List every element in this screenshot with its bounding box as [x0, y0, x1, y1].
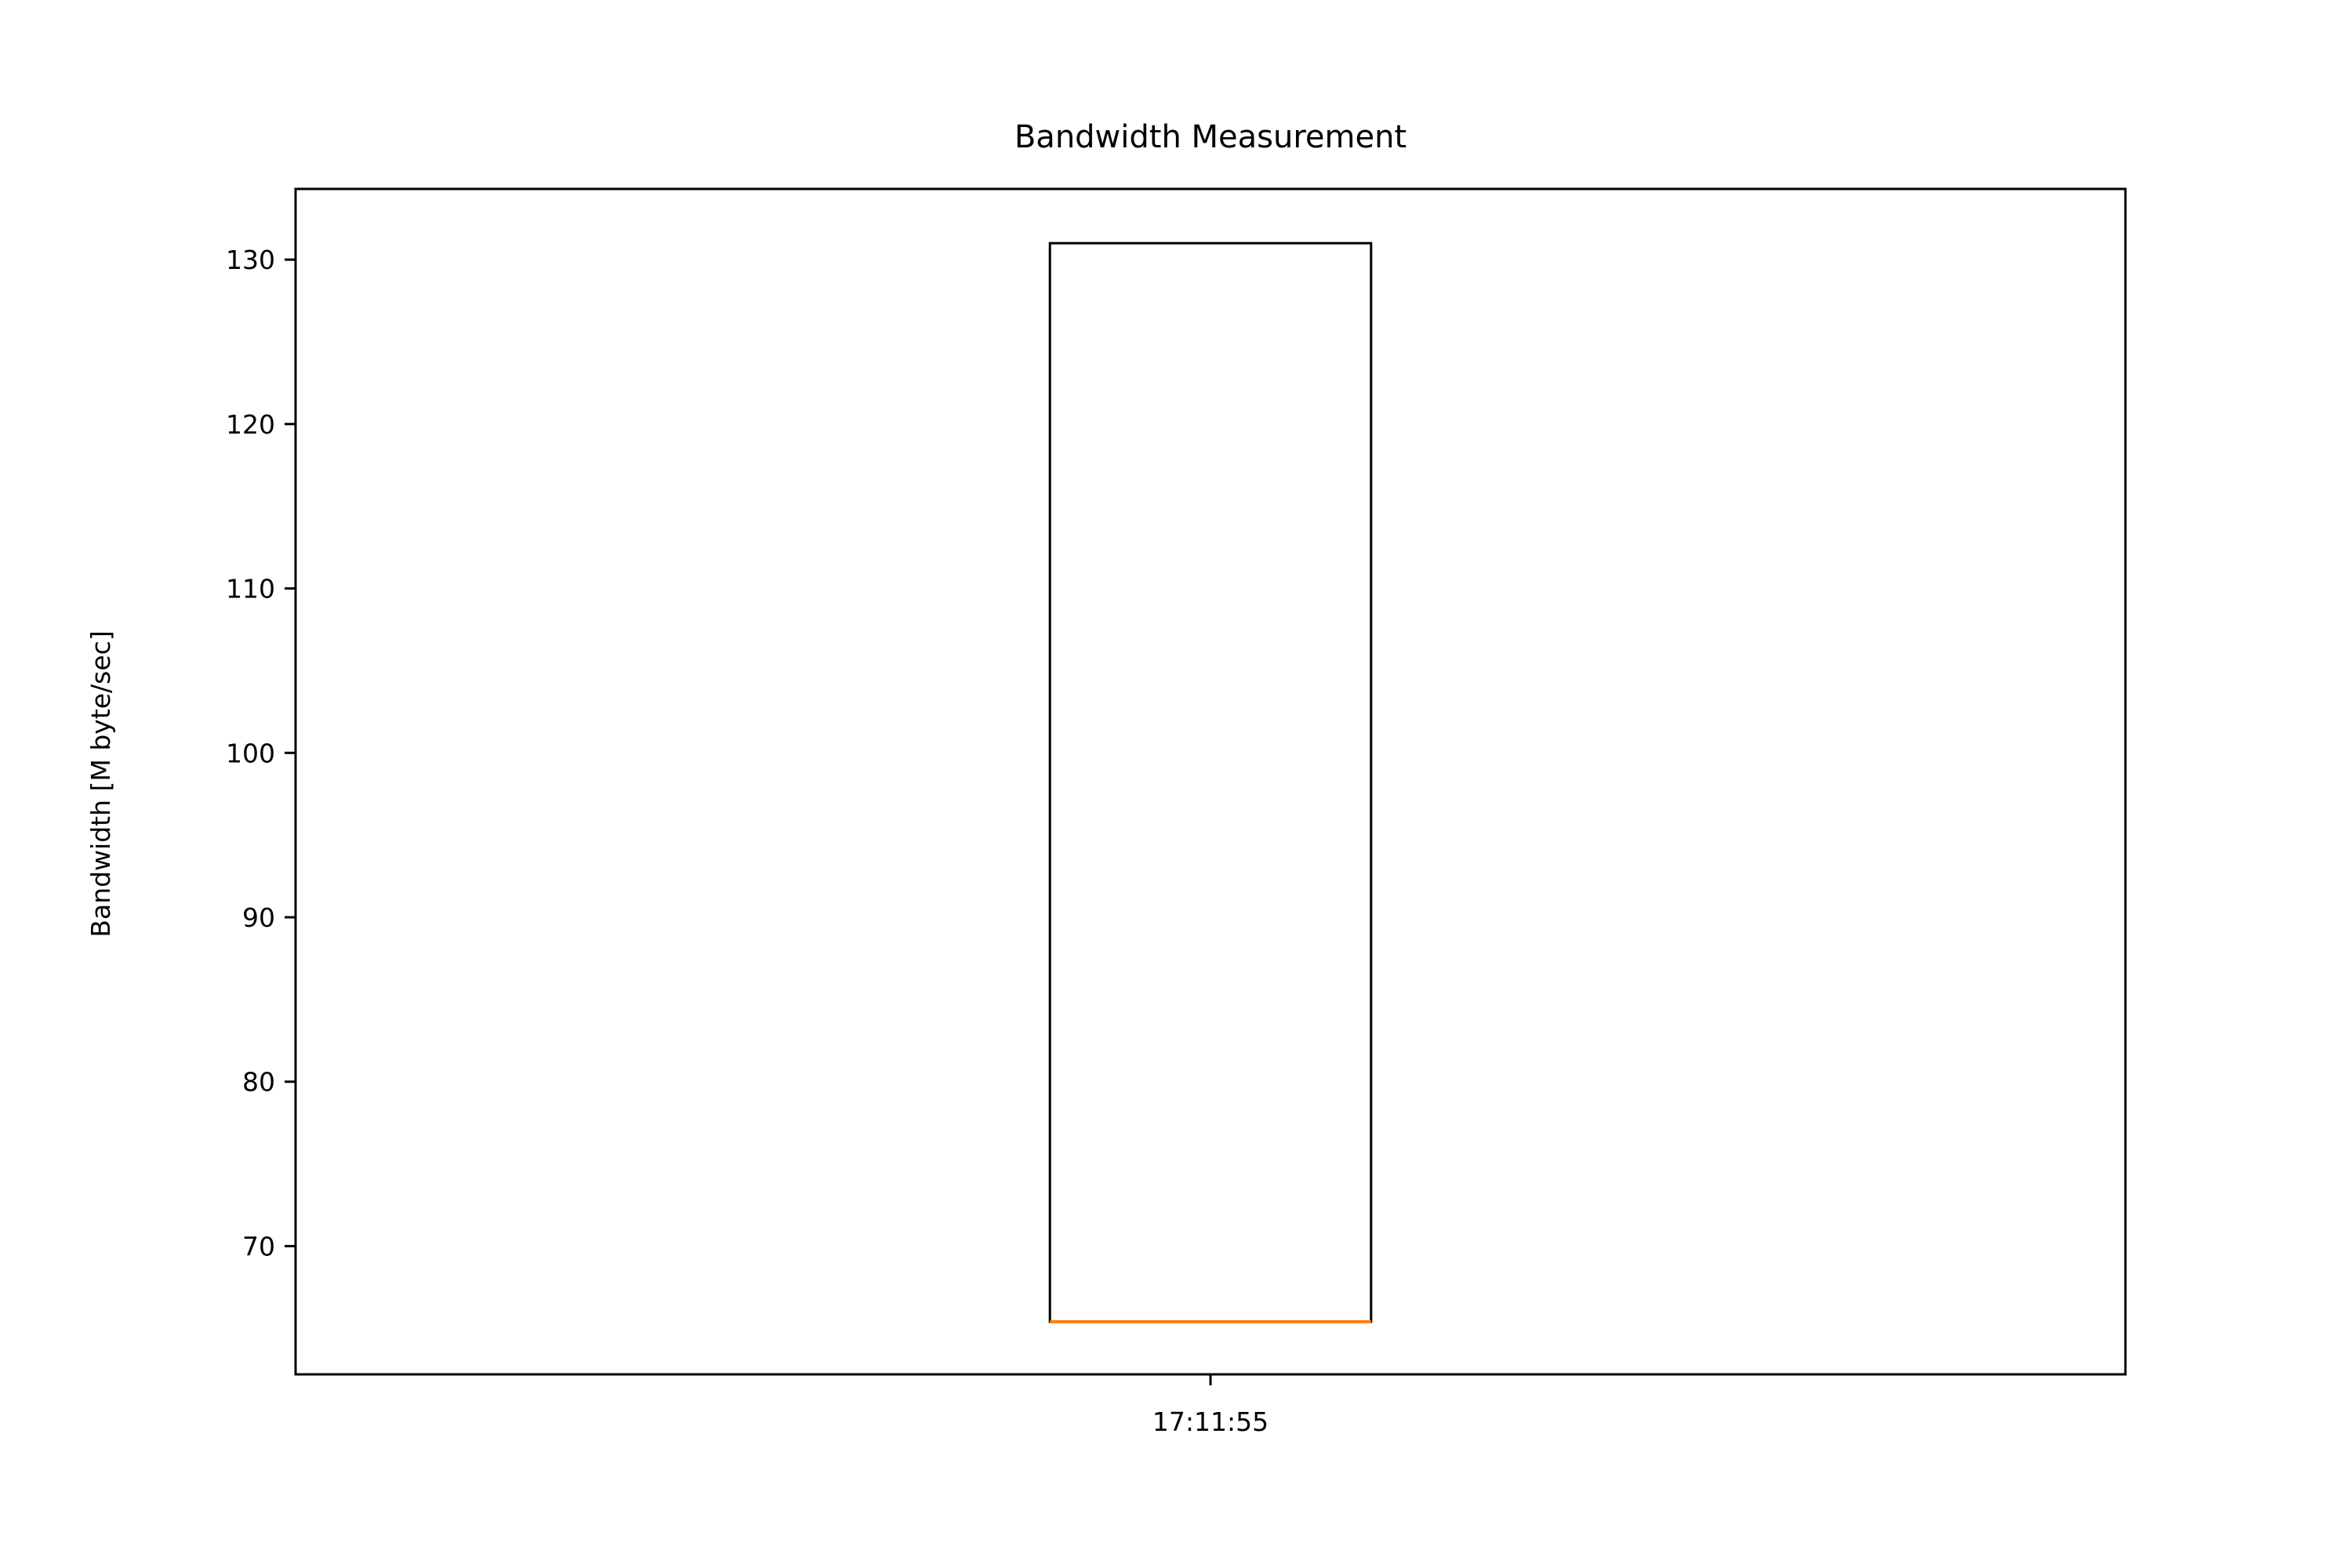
y-tick-label: 130 [226, 245, 275, 275]
y-tick-label: 80 [242, 1067, 275, 1098]
x-axis-ticks: 17:11:55 [1152, 1374, 1269, 1437]
y-tick-label: 70 [242, 1231, 275, 1261]
y-axis-ticks: 70 80 90 100 110 120 130 [226, 245, 296, 1261]
plot-area-frame [294, 187, 2127, 1376]
y-tick-label: 110 [226, 574, 275, 604]
y-tick-label: 100 [226, 738, 275, 768]
chart-title: Bandwidth Measurement [1014, 119, 1406, 155]
y-tick-label: 90 [242, 902, 275, 933]
y-axis-label: Bandwidth [M byte/sec] [85, 630, 116, 937]
boxes-layer [1048, 241, 1373, 1323]
y-tick-label: 120 [226, 409, 275, 440]
x-tick-label: 17:11:55 [1152, 1406, 1269, 1437]
